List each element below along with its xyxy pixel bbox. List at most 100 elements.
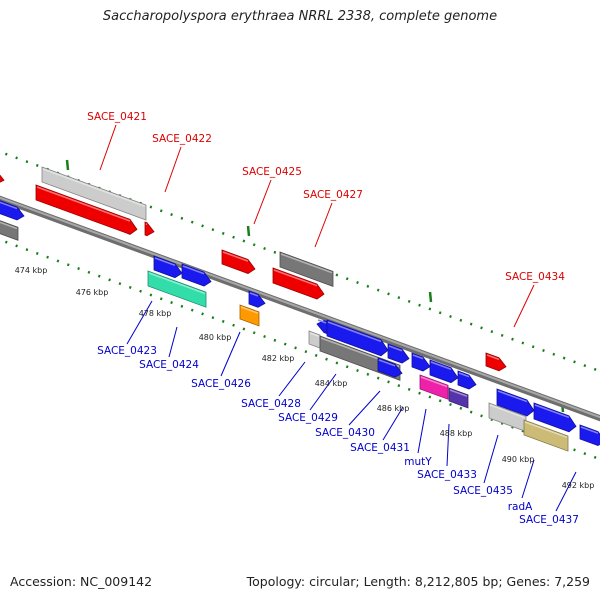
gene-label-bottom: SACE_0426 — [191, 378, 251, 390]
gene-feature — [419, 374, 449, 400]
leader-line — [446, 423, 450, 467]
gene-feature-highlight — [420, 376, 448, 388]
leader-line — [555, 471, 577, 512]
gene-label-bottom: SACE_0431 — [350, 442, 410, 454]
leader-line — [220, 331, 241, 377]
gene-feature — [579, 424, 600, 447]
gene-feature — [0, 200, 25, 221]
gene-feature-highlight — [378, 359, 396, 367]
gene-feature — [279, 251, 334, 287]
gene-feature — [326, 319, 389, 357]
gene-label-top: SACE_0427 — [303, 189, 363, 201]
gene-feature-highlight — [489, 404, 526, 419]
accession-text: Accession: NC_009142 — [10, 574, 153, 589]
gene-feature — [144, 221, 155, 237]
gene-feature-highlight — [249, 292, 259, 297]
gene-feature-highlight — [486, 354, 500, 361]
scale-label: 492 kbp — [562, 481, 595, 490]
gene-label-top: SACE_0434 — [505, 271, 565, 283]
gene-feature — [429, 359, 459, 384]
gene-feature — [0, 174, 5, 183]
gene-feature-highlight — [524, 421, 568, 439]
backbone — [0, 195, 600, 422]
gene-label-bottom: SACE_0437 — [519, 514, 579, 526]
gene-feature — [485, 352, 507, 372]
scale-label: 474 kbp — [15, 266, 48, 275]
gene-feature-highlight — [388, 345, 403, 352]
gene-feature-highlight — [154, 257, 176, 267]
gene-label-bottom: SACE_0430 — [315, 427, 375, 439]
gene-feature-highlight — [327, 321, 382, 343]
leader-line — [99, 124, 117, 171]
gene-feature — [377, 357, 403, 378]
leader-line — [521, 459, 535, 499]
gene-feature-highlight — [240, 306, 259, 314]
scale-labels: 474 kbp 476 kbp 478 kbp 480 kbp 482 kbp 484 k… — [15, 266, 595, 490]
gene-feature — [533, 402, 577, 433]
scale-label: 484 kbp — [315, 379, 348, 388]
gene-feature-highlight — [412, 354, 424, 360]
gene-features — [0, 166, 600, 452]
gene-label-bottom: SACE_0429 — [278, 412, 338, 424]
gene-label-bottom: radA — [508, 501, 533, 513]
leader-line — [278, 361, 306, 397]
gene-feature-highlight — [317, 319, 327, 324]
gene-feature-highlight — [534, 404, 570, 419]
scale-label: 476 kbp — [76, 288, 109, 297]
gene-label-top: SACE_0421 — [87, 111, 147, 123]
gene-feature — [272, 267, 325, 300]
gene-feature — [41, 166, 147, 221]
leader-line — [513, 284, 535, 328]
leader-line — [126, 300, 153, 345]
gene-label-top: SACE_0425 — [242, 166, 302, 178]
gene-feature — [523, 419, 569, 452]
major-tick — [246, 225, 251, 237]
gene-feature-highlight — [430, 361, 452, 371]
gene-feature-highlight — [182, 265, 205, 275]
gene-feature-highlight — [280, 253, 333, 274]
gene-feature — [0, 220, 19, 241]
gene-feature — [221, 249, 256, 274]
scale-label: 490 kbp — [502, 455, 535, 464]
gene-feature — [448, 387, 469, 409]
gene-feature — [411, 352, 431, 372]
gene-feature — [496, 388, 535, 417]
gene-feature — [35, 184, 138, 235]
leader-line — [168, 326, 178, 358]
gene-feature — [248, 290, 266, 308]
scale-label: 480 kbp — [199, 333, 232, 342]
leader-line — [483, 434, 499, 484]
gene-feature-highlight — [309, 332, 320, 337]
leader-line — [309, 373, 337, 411]
genome-stats-text: Topology: circular; Length: 8,212,805 bp… — [246, 574, 590, 589]
scale-label: 486 kbp — [377, 404, 410, 413]
gene-feature-highlight — [273, 269, 318, 287]
major-tick — [428, 291, 433, 303]
leader-line — [348, 390, 381, 426]
gene-feature-highlight — [580, 426, 599, 434]
scale-label: 488 kbp — [440, 429, 473, 438]
leader-line — [164, 146, 182, 193]
gene-label-bottom: SACE_0433 — [417, 469, 477, 481]
leader-line — [417, 408, 427, 454]
gene-feature-highlight — [0, 201, 18, 210]
gene-feature — [457, 370, 477, 390]
gene-label-bottom: SACE_0424 — [139, 359, 199, 371]
leader-line — [314, 202, 333, 248]
gene-label-bottom: SACE_0435 — [453, 485, 513, 497]
leader-line — [253, 179, 272, 225]
gene-label-bottom: SACE_0423 — [97, 345, 157, 357]
gene-feature — [239, 304, 260, 327]
gene-label-bottom: SACE_0428 — [241, 398, 301, 410]
gene-feature-highlight — [0, 221, 18, 230]
genome-title: Saccharopolyspora erythraea NRRL 2338, c… — [102, 9, 498, 24]
major-tick — [65, 159, 70, 171]
scale-label: 478 kbp — [139, 309, 172, 318]
gene-feature — [181, 263, 212, 287]
gene-feature — [147, 270, 207, 308]
gene-label-top: SACE_0422 — [152, 133, 212, 145]
gene-feature-highlight — [148, 272, 206, 295]
gene-feature-highlight — [449, 389, 468, 397]
